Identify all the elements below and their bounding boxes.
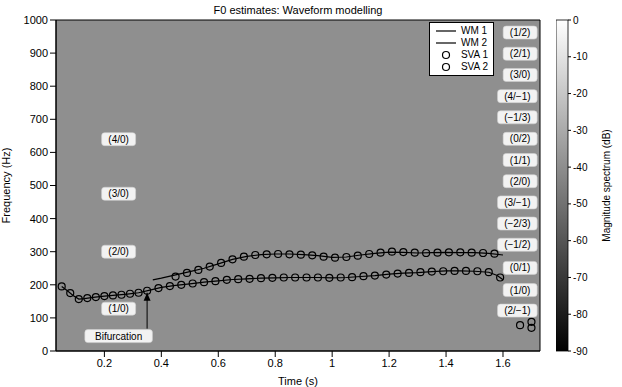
svg-text:(−1/3): (−1/3) <box>504 112 530 123</box>
svg-text:(0/1): (0/1) <box>510 262 531 273</box>
svg-text:800: 800 <box>30 80 48 92</box>
svg-text:-10: -10 <box>573 51 588 62</box>
svg-text:1.2: 1.2 <box>381 357 396 369</box>
svg-text:(4/0): (4/0) <box>108 134 129 145</box>
svg-text:(2/−1): (2/−1) <box>504 305 530 316</box>
svg-text:1000: 1000 <box>24 14 48 26</box>
svg-text:200: 200 <box>30 279 48 291</box>
svg-text:1.6: 1.6 <box>495 357 510 369</box>
html-text:SVA 2: SVA 2 <box>460 61 488 72</box>
svg-text:400: 400 <box>30 213 48 225</box>
svg-text:(1/0): (1/0) <box>510 285 531 296</box>
svg-text:(1/0): (1/0) <box>108 303 129 314</box>
svg-text:(0/2): (0/2) <box>510 133 531 144</box>
svg-text:300: 300 <box>30 246 48 258</box>
svg-text:(1/1): (1/1) <box>510 155 531 166</box>
svg-text:-50: -50 <box>573 198 588 209</box>
svg-text:0.4: 0.4 <box>154 357 169 369</box>
svg-text:-30: -30 <box>573 125 588 136</box>
svg-text:0: 0 <box>573 15 579 26</box>
svg-text:0: 0 <box>42 345 48 357</box>
svg-text:(3/0): (3/0) <box>510 69 531 80</box>
svg-text:0.2: 0.2 <box>97 357 112 369</box>
svg-text:-70: -70 <box>573 272 588 283</box>
svg-text:(2/0): (2/0) <box>510 176 531 187</box>
html-text:F0 estimates: Waveform modelli: F0 estimates: Waveform modelling <box>213 4 383 16</box>
html-text:SVA 1: SVA 1 <box>460 49 488 60</box>
svg-text:(2/0): (2/0) <box>108 246 129 257</box>
svg-text:Time (s): Time (s) <box>278 375 318 387</box>
svg-text:-60: -60 <box>573 235 588 246</box>
svg-text:100: 100 <box>30 312 48 324</box>
svg-text:(−1/2): (−1/2) <box>504 239 530 250</box>
svg-text:500: 500 <box>30 179 48 191</box>
svg-text:-90: -90 <box>573 346 588 357</box>
svg-text:-40: -40 <box>573 162 588 173</box>
svg-text:(2/1): (2/1) <box>510 48 531 59</box>
svg-text:-80: -80 <box>573 309 588 320</box>
svg-text:1: 1 <box>329 357 335 369</box>
svg-text:900: 900 <box>30 47 48 59</box>
svg-text:(−2/3): (−2/3) <box>504 218 530 229</box>
svg-text:Magnitude spectrum (dB): Magnitude spectrum (dB) <box>601 129 612 241</box>
svg-text:(3/0): (3/0) <box>108 188 129 199</box>
svg-text:700: 700 <box>30 113 48 125</box>
svg-text:0.8: 0.8 <box>268 357 283 369</box>
svg-text:600: 600 <box>30 146 48 158</box>
svg-text:-20: -20 <box>573 88 588 99</box>
html-text:WM 1: WM 1 <box>460 25 487 36</box>
svg-text:(3/−1): (3/−1) <box>504 197 530 208</box>
svg-text:1.4: 1.4 <box>438 357 453 369</box>
svg-text:Bifurcation: Bifurcation <box>95 331 142 342</box>
svg-text:0.6: 0.6 <box>211 357 226 369</box>
svg-text:Frequency (Hz): Frequency (Hz) <box>0 148 12 224</box>
svg-text:(1/2): (1/2) <box>510 27 531 38</box>
html-text:WM 2: WM 2 <box>460 37 487 48</box>
svg-text:(4/−1): (4/−1) <box>504 91 530 102</box>
